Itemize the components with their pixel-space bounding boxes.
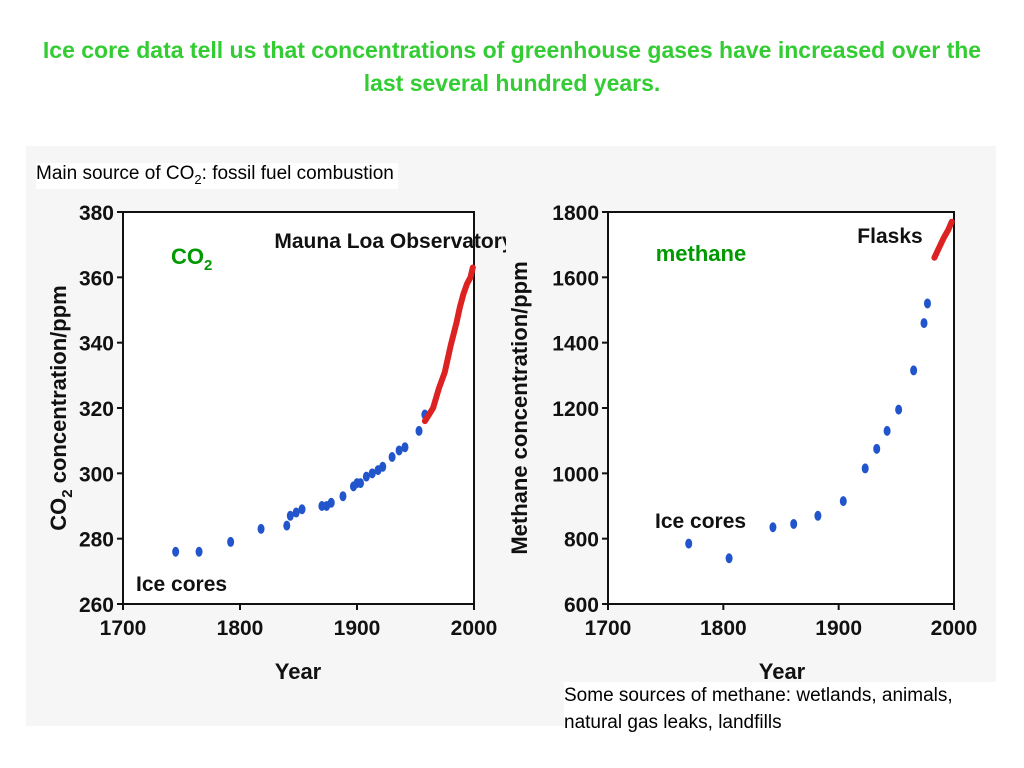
co2-ice-core-point: [327, 497, 335, 508]
co2-note-suffix: : fossil fuel combustion: [201, 163, 394, 184]
co2-x-tick-label: 2000: [451, 617, 498, 640]
methane-ice-core-point: [839, 496, 847, 507]
co2-ice-core-point: [379, 461, 387, 472]
methane-ice-core-point: [910, 365, 918, 376]
co2-y-tick-label: 280: [79, 529, 114, 552]
methane-y-ticks: 600 800 1000 1200 1400 1600 1800: [552, 202, 608, 617]
co2-ice-core-point: [415, 425, 423, 436]
co2-y-tick-label: 360: [79, 267, 114, 290]
methane-y-axis-label: Methane concentration/ppm: [507, 261, 532, 554]
methane-species-label: methane: [656, 241, 746, 266]
co2-ice-core-point: [286, 510, 294, 521]
methane-x-axis-label: Year: [759, 659, 806, 684]
methane-ice-core-point: [725, 553, 733, 564]
co2-x-ticks: 1700 1800 1900 2000: [100, 604, 498, 640]
co2-ylabel-prefix: CO: [46, 498, 71, 531]
co2-y-tick-label: 300: [79, 463, 114, 486]
co2-ylabel-sub: 2: [59, 489, 76, 497]
methane-y-tick-label: 1400: [552, 333, 599, 356]
co2-y-axis-label: CO2 concentration/ppm: [46, 285, 76, 530]
co2-mauna-loa-line: [421, 264, 476, 425]
co2-ice-core-point: [357, 478, 365, 489]
methane-ice-core-point: [873, 443, 881, 454]
methane-y-tick-label: 1800: [552, 202, 599, 225]
methane-ice-core-point: [790, 518, 798, 529]
methane-ice-core-point: [920, 318, 928, 329]
methane-x-tick-label: 2000: [931, 617, 978, 640]
methane-series-label-flasks: Flasks: [857, 225, 922, 248]
co2-ice-core-point: [362, 471, 370, 482]
co2-y-tick-label: 340: [79, 333, 114, 356]
methane-y-tick-label: 800: [564, 529, 599, 552]
co2-series-label-ice-cores: Ice cores: [136, 573, 227, 596]
co2-y-tick-label: 320: [79, 398, 114, 421]
co2-species-label: CO2: [171, 244, 212, 274]
methane-ice-core-point: [895, 404, 903, 415]
co2-ice-core-point: [401, 442, 409, 453]
methane-plot-frame: [607, 211, 955, 605]
co2-ice-core-point: [339, 491, 347, 502]
methane-ice-core-point: [814, 510, 822, 521]
methane-ice-core-point: [883, 425, 891, 436]
co2-y-tick-label: 380: [79, 202, 114, 225]
methane-points: [685, 298, 931, 564]
methane-y-tick-label: 1200: [552, 398, 599, 421]
co2-points: [172, 409, 429, 557]
methane-ice-core-point: [923, 298, 931, 309]
co2-source-note: Main source of CO2: fossil fuel combusti…: [36, 163, 398, 189]
methane-x-tick-label: 1800: [700, 617, 747, 640]
slide-title: Ice core data tell us that concentration…: [42, 37, 982, 96]
co2-ice-core-point: [298, 504, 306, 515]
co2-ylabel-suffix: concentration/ppm: [46, 285, 71, 489]
co2-note-subscript: 2: [194, 171, 202, 187]
co2-chart: 260 280 300 320 340 360 380 1700 1800 1900 2000 C…: [46, 202, 506, 684]
co2-species-main: CO: [171, 244, 204, 269]
methane-chart: 600 800 1000 1200 1400 1600 1800 1700 1800 1900 2…: [507, 202, 978, 684]
co2-x-tick-label: 1700: [100, 617, 147, 640]
co2-y-tick-label: 260: [79, 594, 114, 617]
co2-ice-core-point: [368, 468, 376, 479]
co2-ice-core-point: [283, 520, 291, 531]
methane-x-ticks: 1700 1800 1900 2000: [585, 604, 978, 640]
co2-ice-core-point: [257, 523, 265, 534]
methane-y-tick-label: 1600: [552, 267, 599, 290]
co2-ice-core-point: [292, 507, 300, 518]
co2-ice-core-point: [172, 546, 180, 557]
co2-note-prefix: Main source of CO: [36, 163, 195, 184]
co2-series-label-mauna-loa: Mauna Loa Observatory: [274, 230, 506, 253]
co2-x-tick-label: 1800: [217, 617, 264, 640]
methane-series-label-ice-cores: Ice cores: [655, 510, 746, 533]
methane-y-tick-label: 1000: [552, 463, 599, 486]
co2-x-tick-label: 1900: [334, 617, 381, 640]
methane-x-tick-label: 1700: [585, 617, 632, 640]
co2-ice-core-point: [195, 546, 203, 557]
methane-ice-core-point: [769, 522, 777, 533]
methane-x-tick-label: 1900: [815, 617, 862, 640]
methane-source-note: Some sources of methane: wetlands, anima…: [564, 682, 1004, 736]
co2-y-ticks: 260 280 300 320 340 360 380: [79, 202, 123, 617]
co2-ice-core-point: [395, 445, 403, 456]
co2-ice-core-point: [227, 536, 235, 547]
co2-x-axis-label: Year: [275, 659, 322, 684]
co2-plot-frame: [122, 211, 475, 605]
methane-ice-core-point: [861, 463, 869, 474]
co2-species-sub: 2: [204, 257, 212, 274]
methane-y-tick-label: 600: [564, 594, 599, 617]
co2-ice-core-point: [388, 452, 396, 462]
methane-ice-core-point: [685, 538, 693, 549]
methane-flasks-line: [931, 218, 955, 261]
